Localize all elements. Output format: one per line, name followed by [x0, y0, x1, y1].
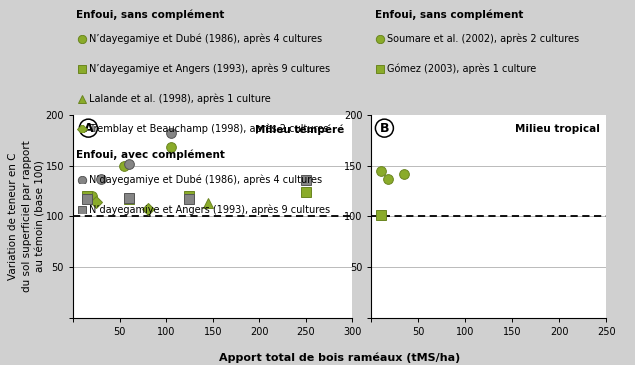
Text: N’dayegamiye et Dubé (1986), après 4 cultures: N’dayegamiye et Dubé (1986), après 4 cul…	[89, 34, 322, 44]
Text: N’dayegamiye et Dubé (1986), après 4 cultures: N’dayegamiye et Dubé (1986), après 4 cul…	[89, 174, 322, 185]
Text: N’dayegamiye et Angers (1993), après 9 cultures: N’dayegamiye et Angers (1993), après 9 c…	[89, 204, 330, 215]
Text: Enfoui, avec complément: Enfoui, avec complément	[76, 150, 225, 160]
Text: Milieu tropical: Milieu tropical	[514, 124, 599, 134]
Text: Milieu tempéré: Milieu tempéré	[255, 124, 344, 135]
Text: Apport total de bois raméaux (tMS/ha): Apport total de bois raméaux (tMS/ha)	[219, 353, 460, 363]
Text: Soumare et al. (2002), après 2 cultures: Soumare et al. (2002), après 2 cultures	[387, 34, 580, 44]
Text: Enfoui, sans complément: Enfoui, sans complément	[375, 9, 523, 20]
Text: Lalande et al. (1998), après 1 culture: Lalande et al. (1998), après 1 culture	[89, 94, 271, 104]
Text: Gómez (2003), après 1 culture: Gómez (2003), après 1 culture	[387, 64, 537, 74]
Text: N’dayegamiye et Angers (1993), après 9 cultures: N’dayegamiye et Angers (1993), après 9 c…	[89, 64, 330, 74]
Text: Tremblay et Beauchamp (1998), après 2 cultures: Tremblay et Beauchamp (1998), après 2 cu…	[89, 124, 328, 134]
Text: Enfoui, sans complément: Enfoui, sans complément	[76, 9, 225, 20]
Text: A: A	[84, 122, 93, 135]
Text: B: B	[380, 122, 389, 135]
Text: Variation de teneur en C
du sol superficiel par rapport
au témoin (base 100): Variation de teneur en C du sol superfic…	[8, 141, 46, 292]
